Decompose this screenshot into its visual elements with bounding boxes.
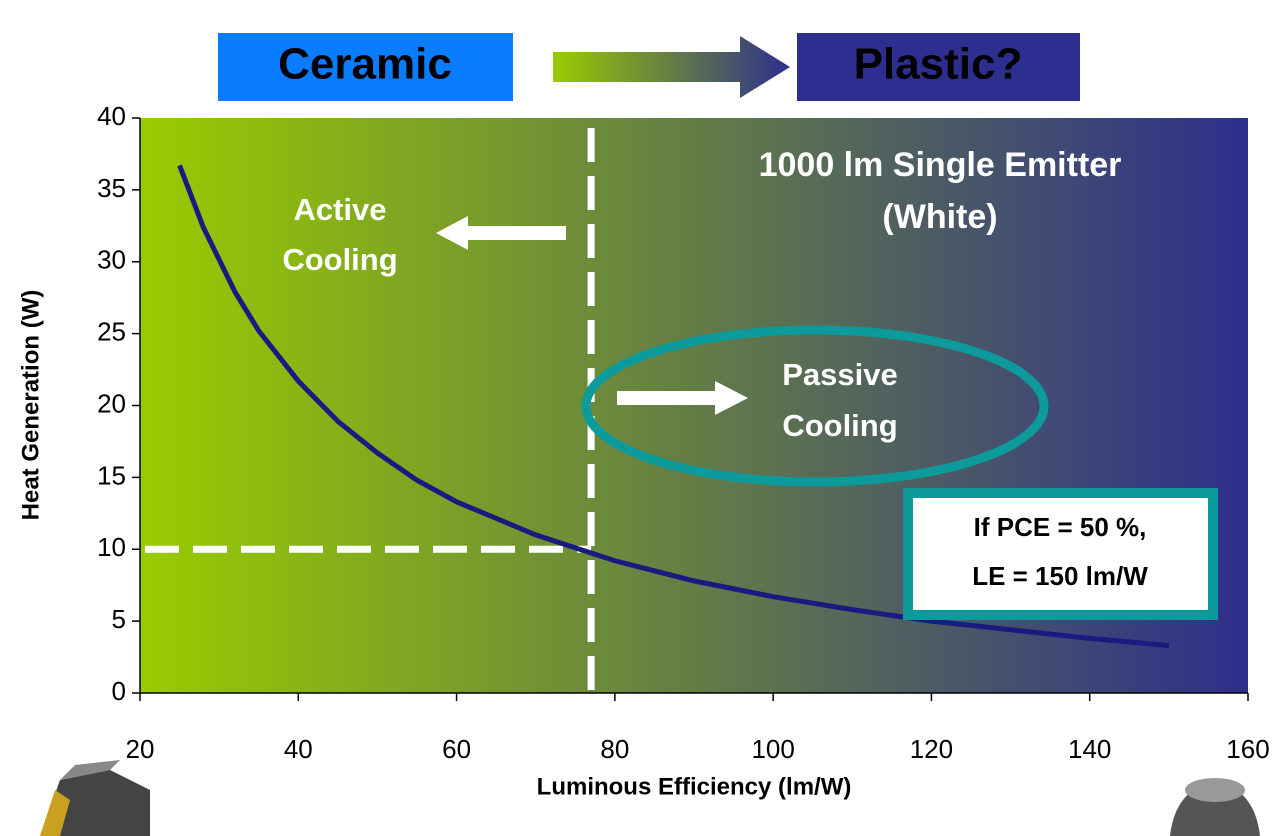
header-label: Ceramic xyxy=(278,40,452,89)
annotation: If PCE = 50 %, xyxy=(974,512,1147,542)
x-tick-label: 100 xyxy=(751,734,794,764)
y-tick-label: 0 xyxy=(112,676,126,706)
x-tick-label: 120 xyxy=(910,734,953,764)
annotation: Cooling xyxy=(282,242,397,277)
annotation: LE = 150 lm/W xyxy=(972,561,1148,591)
y-tick-label: 30 xyxy=(97,245,126,275)
x-tick-label: 160 xyxy=(1226,734,1269,764)
led-photo-left xyxy=(40,760,150,836)
y-tick-label: 20 xyxy=(97,388,126,418)
annotation: Cooling xyxy=(782,408,897,443)
page: {"chart_data":{"type":"line", "header_la… xyxy=(0,0,1286,836)
x-tick-label: 40 xyxy=(284,734,313,764)
annotation: Active xyxy=(293,192,386,227)
annotation: Passive xyxy=(782,357,898,392)
y-tick-label: 5 xyxy=(112,604,126,634)
x-tick-label: 80 xyxy=(600,734,629,764)
header-label: Plastic? xyxy=(854,40,1023,89)
annotation: (White) xyxy=(882,198,997,236)
y-tick-label: 25 xyxy=(97,317,126,347)
y-tick-label: 40 xyxy=(97,101,126,131)
plot-area: 0 5 10 15 20 25 30 35 40 20 40 60 80 100 120 140 160 Lumi… xyxy=(17,101,1269,800)
x-tick-label: 60 xyxy=(442,734,471,764)
annotation: 1000 lm Single Emitter xyxy=(759,146,1122,184)
y-tick-label: 15 xyxy=(97,460,126,490)
chart: Ceramic Plastic? 0 5 10 15 20 25 30 35 40 20 40 60 8… xyxy=(0,0,1286,836)
y-tick-label: 35 xyxy=(97,173,126,203)
led-photo-right xyxy=(1170,778,1260,836)
x-tick-label: 140 xyxy=(1068,734,1111,764)
x-tick-label: 20 xyxy=(126,734,155,764)
x-axis-label: Luminous Efficiency (lm/W) xyxy=(537,773,852,800)
y-tick-label: 10 xyxy=(97,532,126,562)
transition-arrow xyxy=(553,36,790,98)
y-axis-label: Heat Generation (W) xyxy=(17,290,44,521)
